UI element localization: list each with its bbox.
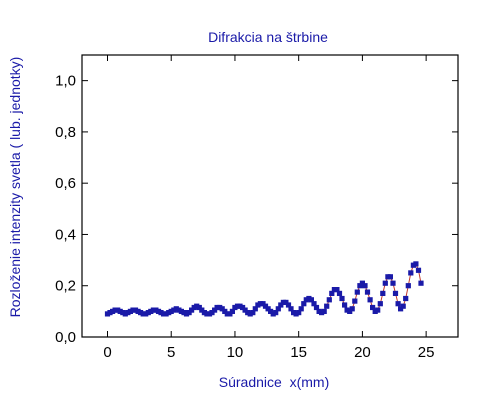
data-point [321,308,327,314]
data-point [377,301,383,307]
data-point [252,306,258,312]
data-point [324,303,330,309]
data-point [329,290,335,296]
x-tick-label: 25 [418,344,435,361]
data-point [288,306,294,312]
data-point [326,297,332,303]
data-point [313,304,320,311]
data-point [148,308,154,314]
x-tick-label: 15 [290,344,307,361]
data-point [342,302,348,308]
data-point [370,304,376,311]
data-point [122,311,128,317]
data-point [382,280,388,286]
x-tick-label: 20 [354,344,371,361]
data-point [354,289,360,295]
x-tick-label: 10 [227,344,244,361]
y-tick-label: 0,4 [55,226,76,243]
data-point [339,295,345,302]
chart-title: Difrakcia na štrbine [208,29,328,45]
data-point [298,306,304,312]
data-point [367,297,373,303]
data-point [349,306,355,312]
data-point [301,301,307,307]
data-point [403,295,409,302]
data-point [275,306,281,312]
data-point [413,261,419,267]
data-point [375,307,381,313]
y-tick-label: 1,0 [55,73,76,90]
data-point [308,297,314,303]
y-tick-label: 0,2 [55,278,76,295]
data-point [405,283,411,289]
data-point [352,298,358,304]
data-point [334,287,340,293]
data-point [285,302,292,308]
data-point [390,280,396,286]
data-point [364,289,371,295]
data-points [104,261,424,317]
data-point [395,301,401,307]
y-tick-label: 0,6 [55,175,76,192]
y-axis: 0,0 0,2 0,4 0,6 0,8 1,0 [55,73,458,346]
data-point [199,307,205,313]
data-point [229,308,235,314]
data-point [311,301,317,307]
data-point [387,274,393,280]
data-point [380,290,386,296]
x-axis-label: Súradnice x(mm) [219,374,329,390]
data-point [400,303,406,309]
data-point [250,310,256,316]
data-point [362,283,368,289]
y-tick-label: 0,8 [55,124,76,141]
x-tick-label: 5 [167,344,175,361]
data-point [173,306,179,312]
data-point [336,290,343,296]
data-point [224,311,230,317]
data-point [296,310,302,316]
data-point [273,310,279,316]
plot-frame [81,54,459,338]
x-axis: 0 5 10 15 20 25 [103,55,434,361]
x-tick-label: 0 [103,344,111,361]
data-point [392,290,399,296]
data-point [415,267,422,273]
data-point [408,270,414,276]
data-point [418,280,424,286]
y-axis-label: Rozloženie intenzity svetla ( lub. jedno… [7,57,23,318]
y-tick-label: 0,0 [55,329,76,346]
